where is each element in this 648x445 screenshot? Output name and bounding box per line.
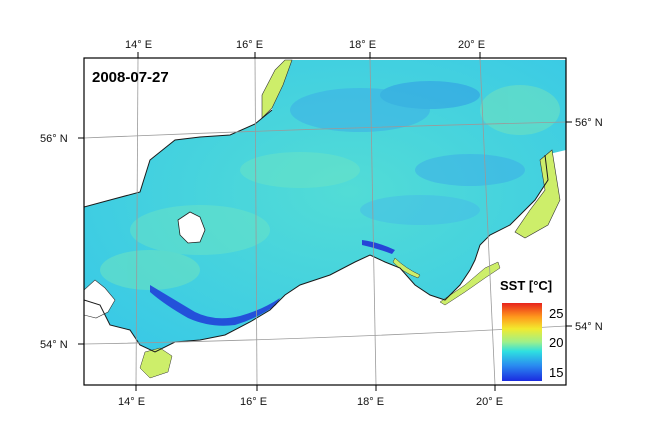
lon-label-bottom-20: 20° E — [476, 396, 503, 408]
cold-upwelling — [150, 285, 280, 326]
bornholm-island — [177, 211, 206, 244]
legend-tick-20: 20 — [549, 335, 563, 350]
coastline — [84, 109, 549, 353]
lon-label-bottom-14: 14° E — [118, 396, 145, 408]
lon-label-top-14: 14° E — [125, 39, 152, 51]
legend-title: SST [°C] — [500, 278, 552, 293]
lat-label-right-56: 56° N — [575, 117, 603, 129]
lat-label-left-56: 56° N — [40, 133, 68, 145]
sst-legend: SST [°C] 25 20 15 — [500, 278, 563, 381]
lon-label-bottom-16: 16° E — [240, 396, 267, 408]
lon-label-bottom-18: 18° E — [357, 396, 384, 408]
lon-label-top-18: 18° E — [349, 39, 376, 51]
sea-sst-field — [84, 60, 566, 352]
graticule — [84, 58, 566, 385]
lon-label-top-16: 16° E — [236, 39, 263, 51]
legend-colorbar — [502, 303, 542, 381]
lat-label-right-54: 54° N — [575, 321, 603, 333]
lat-label-left-54: 54° N — [40, 339, 68, 351]
legend-tick-15: 15 — [549, 365, 563, 380]
map-frame — [83, 57, 567, 386]
lon-label-top-20: 20° E — [458, 39, 485, 51]
date-label: 2008-07-27 — [92, 69, 169, 86]
legend-tick-25: 25 — [549, 306, 563, 321]
